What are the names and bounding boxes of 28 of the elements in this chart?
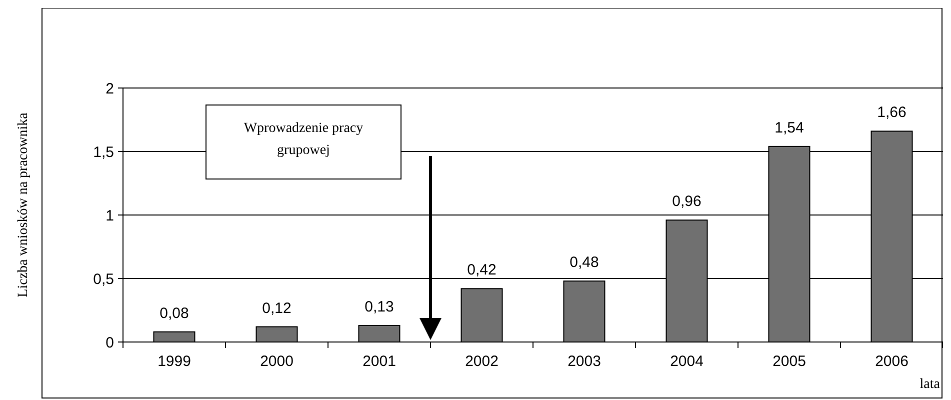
data-label: 0,96	[672, 193, 702, 210]
y-tick-label: 1	[106, 207, 114, 224]
annotation: Wprowadzenie pracy grupowej	[244, 121, 364, 158]
x-tick-label: 2006	[875, 353, 908, 370]
bar	[256, 326, 298, 342]
x-tick-label: 2001	[362, 353, 396, 370]
data-label: 0,13	[364, 298, 394, 316]
y-tick-label: 0,5	[93, 270, 114, 288]
data-label: 1,54	[774, 119, 804, 136]
x-tick-label: 2002	[465, 353, 498, 370]
y-axis-title: Liczba wniosków na pracownika	[16, 112, 31, 298]
data-label: 0,12	[262, 300, 292, 317]
x-axis-title: lata	[920, 377, 941, 392]
x-tick-label: 1999	[158, 353, 191, 370]
x-tick-label: 2005	[772, 353, 806, 370]
data-label: 0,42	[467, 262, 496, 279]
bar	[460, 288, 503, 342]
y-tick-label: 0	[106, 334, 114, 352]
y-tick-label: 2	[106, 80, 114, 98]
data-label: 0,08	[160, 304, 189, 322]
x-tick-label: 2000	[260, 353, 294, 370]
y-tick-label: 1,5	[93, 144, 114, 161]
bar	[358, 324, 400, 342]
x-tick-label: 2004	[670, 353, 704, 370]
x-tick-label: 2003	[568, 353, 601, 370]
data-label: 0,48	[570, 254, 599, 272]
bar	[153, 331, 196, 342]
data-label: 1,66	[877, 104, 906, 122]
